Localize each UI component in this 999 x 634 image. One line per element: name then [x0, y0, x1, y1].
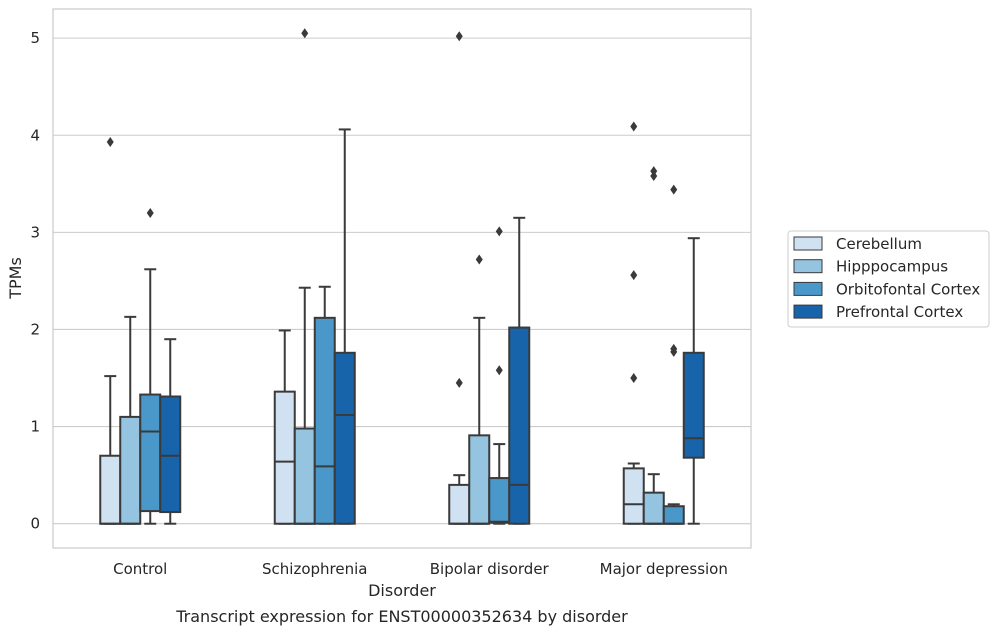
- box-1-1: [293, 28, 316, 525]
- outlier-point: [630, 373, 638, 384]
- box-body: [468, 434, 491, 525]
- box-body: [313, 316, 336, 525]
- legend-label: Hipppocampus: [836, 258, 948, 276]
- box-3-3: [682, 237, 705, 525]
- outlier-point: [106, 137, 114, 148]
- box-body: [119, 415, 142, 525]
- legend-label: Prefrontal Cortex: [836, 303, 963, 321]
- box-1-3: [642, 166, 665, 525]
- legend-swatch: [793, 259, 823, 274]
- x-tick-label: Major depression: [600, 560, 728, 578]
- legend-label: Orbitofontal Cortex: [836, 280, 980, 298]
- y-axis-label: TPMs: [6, 257, 25, 300]
- outlier-point: [630, 270, 638, 281]
- outlier-point: [630, 121, 638, 132]
- box-2-3: [662, 184, 685, 525]
- legend: Cerebellum Hipppocampus Orbitofontal Corte…: [787, 230, 990, 328]
- outlier-point: [146, 207, 154, 218]
- box-body: [293, 427, 316, 525]
- box-body: [333, 351, 356, 525]
- box-0-0: [99, 137, 122, 525]
- outlier-point: [301, 28, 309, 39]
- boxes: [99, 28, 705, 525]
- plot-frame: [52, 8, 752, 549]
- box-1-2: [468, 254, 491, 525]
- box-2-0: [139, 207, 162, 525]
- outlier-point: [495, 365, 503, 376]
- outlier-point: [495, 226, 503, 237]
- box-3-1: [333, 128, 356, 525]
- x-tick-label: Schizophrenia: [262, 560, 367, 578]
- legend-swatch: [793, 304, 823, 319]
- y-tick-label: 5: [30, 29, 40, 47]
- box-body: [622, 467, 645, 525]
- box-3-0: [159, 338, 182, 525]
- x-tick-labels: Control Schizophrenia Bipolar disorder Majo…: [113, 560, 728, 578]
- legend-swatch: [793, 236, 823, 251]
- outlier-point: [455, 31, 463, 42]
- box-body: [448, 483, 471, 525]
- box-1-0: [119, 315, 142, 525]
- x-tick-label: Control: [113, 560, 167, 578]
- y-tick-label: 4: [30, 126, 40, 144]
- y-tick-label: 3: [30, 223, 40, 241]
- outlier-point: [475, 254, 483, 265]
- outlier-point: [455, 377, 463, 388]
- box-body: [662, 505, 685, 525]
- x-tick-label: Bipolar disorder: [430, 560, 550, 578]
- x-axis-label: Disorder: [368, 581, 436, 600]
- box-body: [488, 477, 511, 524]
- y-tick-label: 2: [30, 320, 40, 338]
- box-body: [508, 326, 531, 525]
- y-tick-label: 1: [30, 418, 40, 436]
- box-body: [682, 351, 705, 459]
- outlier-point: [670, 184, 678, 195]
- chart-caption: Transcript expression for ENST0000035263…: [175, 607, 628, 626]
- legend-frame: [787, 230, 990, 328]
- box-body: [273, 390, 296, 525]
- box-body: [139, 393, 162, 513]
- box-body: [642, 491, 665, 525]
- legend-swatch: [793, 281, 823, 296]
- outlier-point: [670, 343, 678, 354]
- legend-label: Cerebellum: [836, 235, 922, 253]
- y-tick-label: 0: [30, 515, 40, 533]
- box-0-2: [448, 31, 471, 525]
- box-body: [159, 395, 182, 514]
- box-body: [99, 454, 122, 525]
- box-2-1: [313, 285, 336, 525]
- y-tick-labels: 0 1 2 3 4 5: [30, 29, 40, 533]
- box-3-2: [508, 216, 531, 525]
- outlier-point: [650, 166, 658, 177]
